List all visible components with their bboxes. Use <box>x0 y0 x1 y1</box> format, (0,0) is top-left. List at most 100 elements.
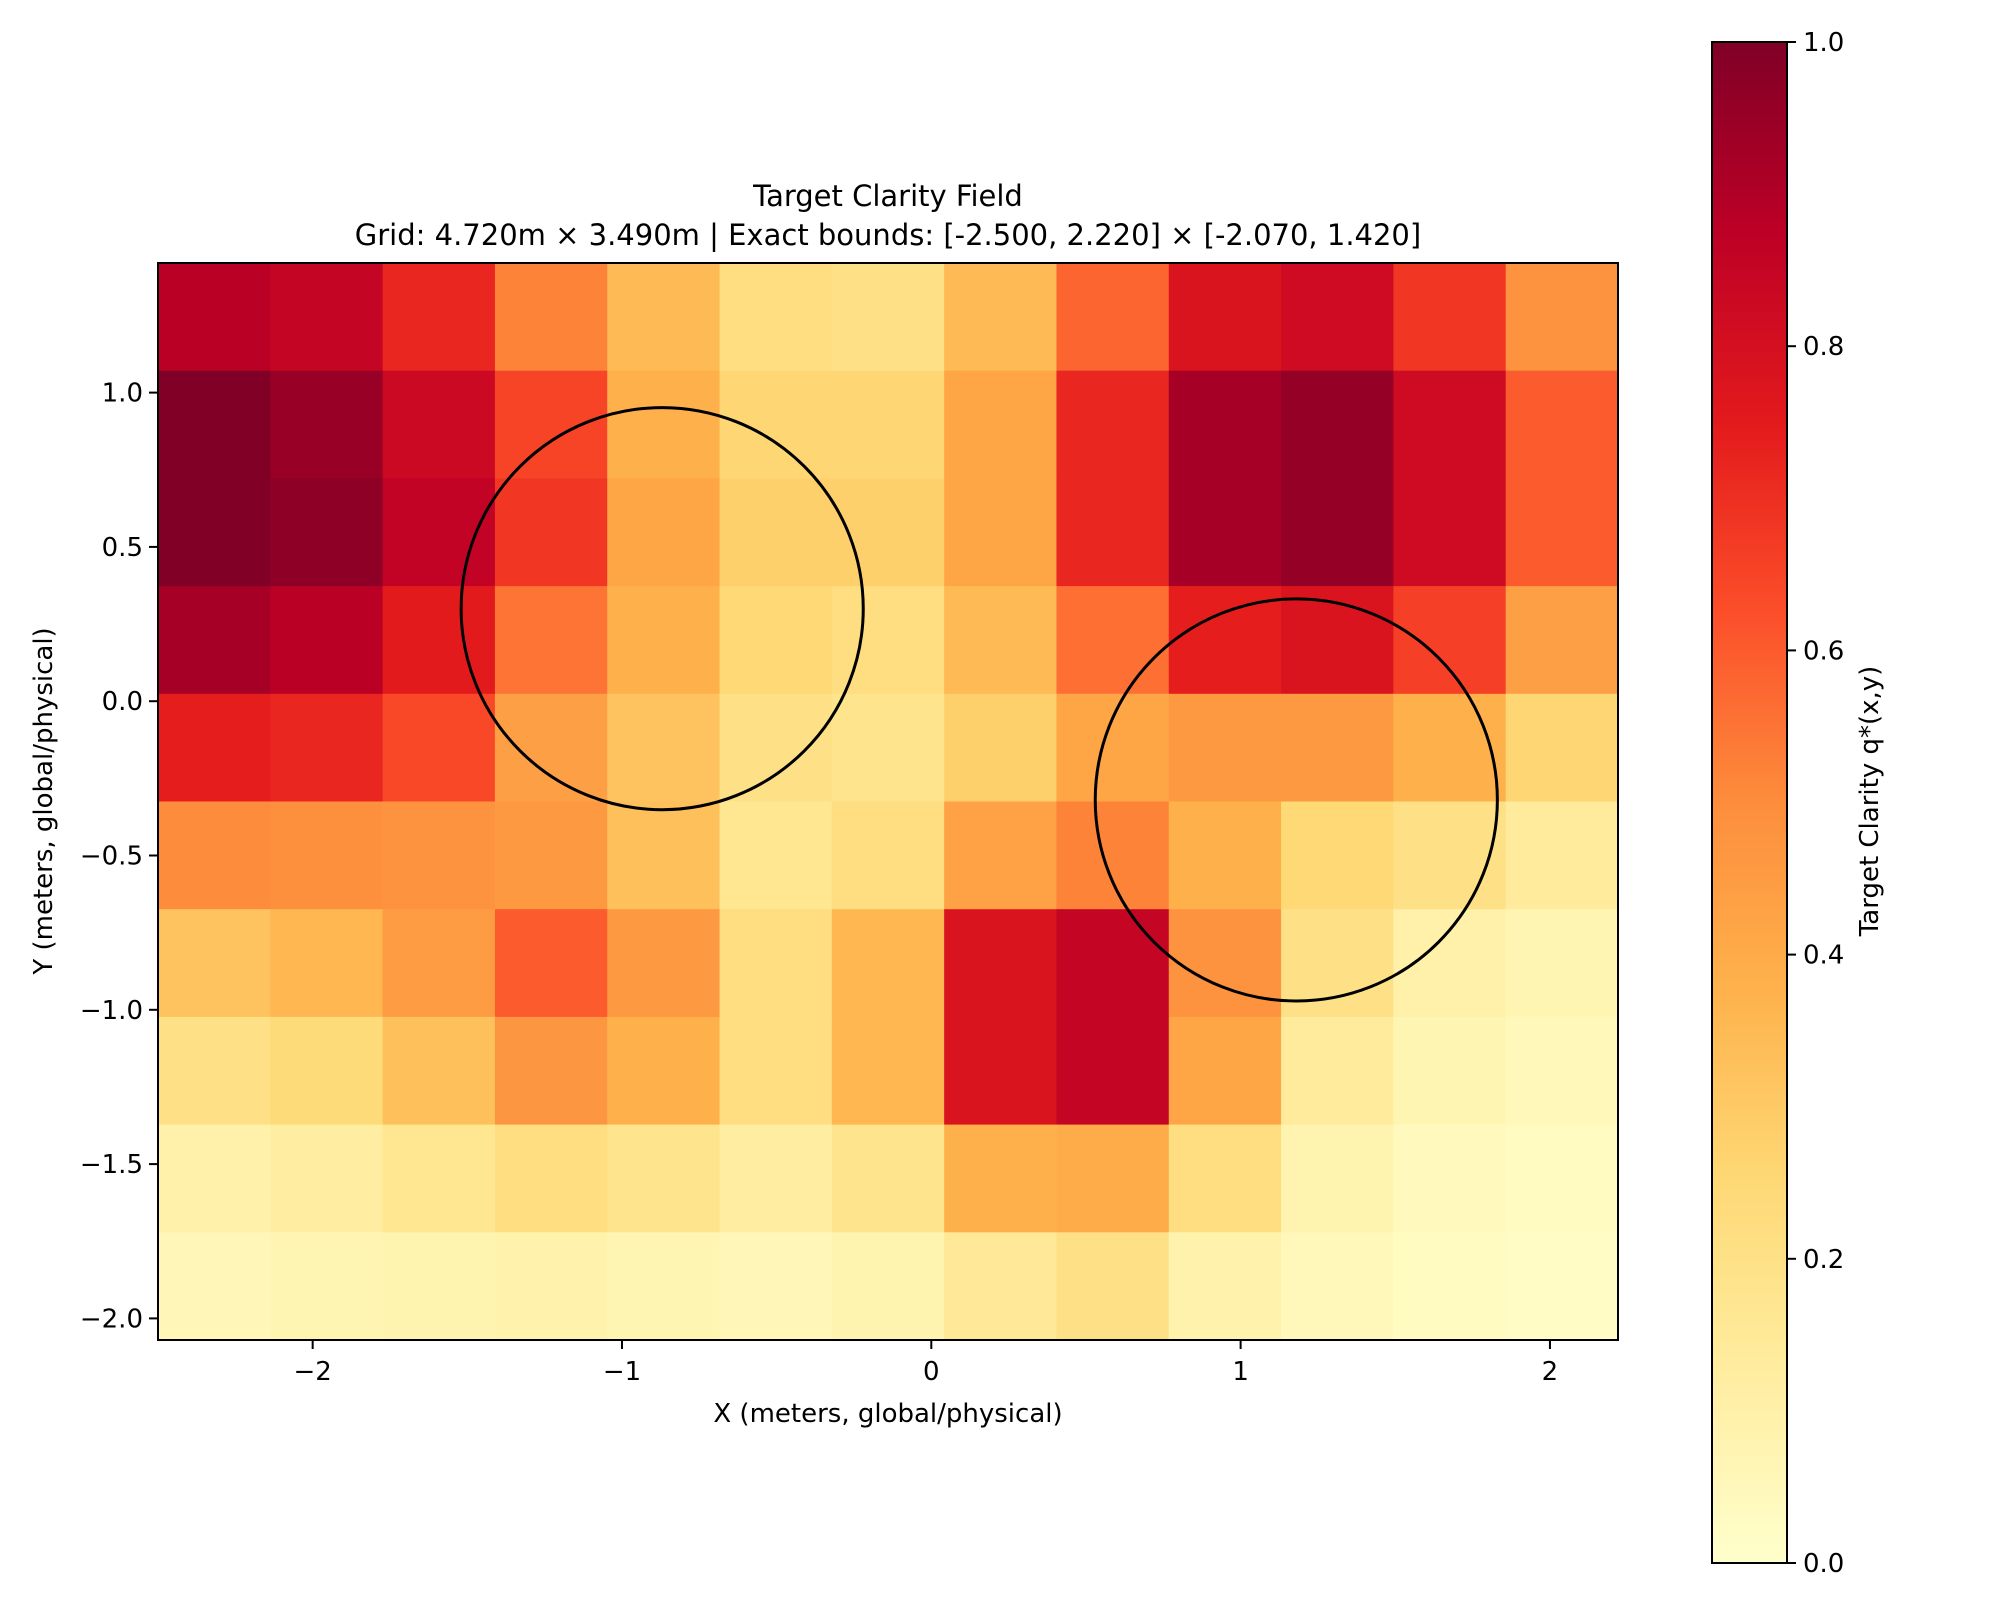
heatmap-cell <box>270 1016 384 1126</box>
circle-region-2 <box>1093 597 1499 1003</box>
heatmap-cell <box>382 693 496 803</box>
x-tick-label: −2 <box>293 1357 331 1387</box>
heatmap-cell <box>1393 1232 1507 1341</box>
heatmap-cell <box>831 263 945 372</box>
colorbar-tick-label: 0.8 <box>1803 332 1844 362</box>
heatmap-cell <box>270 586 384 695</box>
heatmap-cell <box>607 801 721 910</box>
heatmap-cell <box>382 263 496 372</box>
heatmap-cell <box>944 1124 1058 1233</box>
heatmap-cell <box>1281 693 1394 803</box>
heatmap-cell <box>382 478 496 587</box>
heatmap-cell <box>1505 801 1619 910</box>
heatmap-cell <box>158 370 271 479</box>
heatmap-cell <box>1393 1124 1507 1233</box>
heatmap-cell <box>1056 586 1170 695</box>
colorbar-tick-label: 0.0 <box>1803 1549 1844 1579</box>
colorbar-tick-label: 0.4 <box>1803 941 1844 971</box>
heatmap-cell <box>270 370 384 479</box>
heatmap-cell <box>944 801 1058 910</box>
heatmap-cell <box>494 478 608 587</box>
heatmap-cell <box>494 1124 608 1233</box>
heatmap-cell <box>158 478 271 587</box>
heatmap-cell <box>831 478 945 587</box>
heatmap-cell <box>1505 693 1619 803</box>
heatmap-cell <box>831 801 945 910</box>
y-tick-label: 1.0 <box>102 379 143 409</box>
x-axis-ticks: −2 −1 0 1 2 <box>293 1340 1558 1387</box>
heatmap-cell <box>1056 478 1170 587</box>
heatmap-cell <box>1505 1232 1619 1341</box>
heatmap-cell <box>270 801 384 910</box>
heatmap-cell <box>494 1232 608 1341</box>
heatmap-cell <box>1168 1124 1282 1233</box>
heatmap-cell <box>270 478 384 587</box>
x-tick-label: 0 <box>923 1357 940 1387</box>
heatmap-cell <box>1281 1016 1394 1126</box>
heatmap-cell <box>494 586 608 695</box>
heatmap-cell <box>1168 370 1282 479</box>
heatmap-cell <box>1281 909 1394 1018</box>
heatmap-cell <box>719 370 833 479</box>
heatmap-cell <box>1281 478 1394 587</box>
heatmap-cell <box>719 1016 833 1126</box>
heatmap-cell <box>831 370 945 479</box>
heatmap-cell <box>1393 801 1507 910</box>
heatmap-cell <box>1168 909 1282 1018</box>
heatmap-cell <box>382 1124 496 1233</box>
colorbar-tick-label: 1.0 <box>1803 28 1844 58</box>
heatmap-cell <box>831 1016 945 1126</box>
heatmap-cell <box>1168 263 1282 372</box>
heatmap-cell <box>1505 586 1619 695</box>
heatmap-cell <box>1393 1016 1507 1126</box>
heatmap-cell <box>158 263 271 372</box>
heatmap-cell <box>1056 370 1170 479</box>
heatmap-cell <box>494 1016 608 1126</box>
heatmap-cell <box>494 370 608 479</box>
y-tick-label: −0.5 <box>80 842 143 872</box>
heatmap-cell <box>494 263 608 372</box>
y-axis-ticks: −2.0 −1.5 −1.0 −0.5 0.0 0.5 1.0 <box>80 379 158 1334</box>
heatmap-cell <box>382 801 496 910</box>
heatmap-cell <box>607 370 721 479</box>
y-tick-label: −2.0 <box>80 1304 143 1334</box>
heatmap-cell <box>158 586 271 695</box>
heatmap-cell <box>1056 1016 1170 1126</box>
x-tick-label: 2 <box>1542 1357 1559 1387</box>
heatmap-cell <box>270 693 384 803</box>
heatmap-cell <box>719 1232 833 1341</box>
heatmap-cell <box>719 909 833 1018</box>
heatmap-cell <box>719 1124 833 1233</box>
heatmap-cell <box>719 693 833 803</box>
heatmap-cell <box>1393 263 1507 372</box>
chart-title: Target Clarity Field <box>752 179 1023 213</box>
heatmap-cell <box>494 693 608 803</box>
heatmap-cell <box>944 586 1058 695</box>
heatmap-cell <box>831 693 945 803</box>
heatmap-cell <box>1056 801 1170 910</box>
heatmap-cell <box>1281 263 1394 372</box>
heatmap-cell <box>719 586 833 695</box>
heatmap-cell <box>1505 1124 1619 1233</box>
heatmap-cell <box>494 801 608 910</box>
heatmap-cell <box>382 1016 496 1126</box>
heatmap-cell <box>158 801 271 910</box>
heatmap-cell <box>944 370 1058 479</box>
heatmap-cell <box>158 693 271 803</box>
heatmap-cell <box>270 1124 384 1233</box>
y-tick-label: −1.0 <box>80 996 143 1026</box>
heatmap-cell <box>944 478 1058 587</box>
heatmap-cells <box>158 263 1619 1341</box>
heatmap-cell <box>831 1124 945 1233</box>
heatmap-cell <box>1393 478 1507 587</box>
colorbar-tick-label: 0.6 <box>1803 636 1844 666</box>
heatmap-cell <box>1056 263 1170 372</box>
heatmap-cell <box>270 263 384 372</box>
heatmap-cell <box>1168 693 1282 803</box>
chart-subtitle: Grid: 4.720m × 3.490m | Exact bounds: [-… <box>355 218 1421 252</box>
heatmap-cell <box>944 263 1058 372</box>
plot-frame <box>157 262 1619 1341</box>
heatmap-cell <box>158 1124 271 1233</box>
heatmap-cell <box>1393 370 1507 479</box>
